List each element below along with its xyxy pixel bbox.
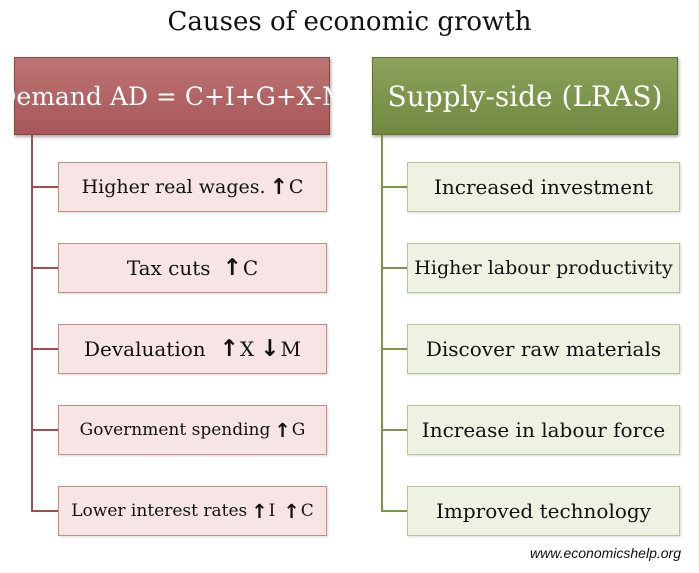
demand-connector-branch-3 (31, 348, 58, 350)
source-url: www.economicshelp.org (530, 545, 681, 561)
demand-connector-branch-5 (31, 510, 58, 512)
demand-item-government-spending: Government spending ↑ G (58, 405, 327, 455)
supply-heading: Supply-side (LRAS) (372, 57, 678, 135)
diagram-title: Causes of economic growth (167, 7, 532, 37)
supply-item-increase-in-labour-force: Increase in labour force (407, 405, 680, 455)
effect-code: C (242, 256, 259, 280)
supply-connector-trunk (381, 135, 383, 512)
effect-code: C (300, 501, 314, 521)
demand-item-higher-real-wages: Higher real wages. ↑ C (58, 162, 327, 212)
supply-connector-branch-5 (381, 510, 407, 512)
demand-item-tax-cuts: Tax cuts ↑ C (58, 243, 327, 293)
arrow-up-icon: ↑ (251, 499, 268, 523)
demand-item-label: Lower interest rates (71, 501, 248, 521)
supply-item-higher-labour-productivity: Higher labour productivity (407, 243, 680, 293)
demand-item-label: Higher real wages. (81, 176, 266, 198)
demand-item-label: Devaluation (84, 337, 206, 361)
arrow-up-icon: ↑ (283, 499, 300, 523)
arrow-up-icon: ↑ (222, 255, 242, 281)
demand-connector-branch-4 (31, 429, 58, 431)
demand-heading: Demand AD = C+I+G+X-M (0, 57, 348, 135)
demand-connector-branch-1 (31, 186, 58, 188)
demand-item-label: Tax cuts (126, 256, 211, 280)
demand-item-label: Government spending (79, 420, 271, 440)
demand-connector-trunk (31, 135, 33, 512)
arrow-up-icon: ↑ (274, 418, 291, 442)
effect-code: M (280, 337, 301, 361)
supply-item-discover-raw-materials: Discover raw materials (407, 324, 680, 374)
demand-item-lower-interest-rates: Lower interest rates ↑ I ↑ C (58, 486, 327, 536)
arrow-down-icon: ↓ (260, 336, 280, 362)
demand-item-devaluation: Devaluation ↑ X ↓ M (58, 324, 327, 374)
supply-connector-branch-2 (381, 267, 407, 269)
effect-code: I (268, 501, 276, 521)
supply-connector-branch-3 (381, 348, 407, 350)
supply-connector-branch-1 (381, 186, 407, 188)
effect-code: C (288, 176, 304, 198)
supply-connector-branch-4 (381, 429, 407, 431)
supply-item-increased-investment: Increased investment (407, 162, 680, 212)
arrow-up-icon: ↑ (219, 336, 239, 362)
demand-connector-branch-2 (31, 267, 58, 269)
effect-code: X (239, 337, 255, 361)
arrow-up-icon: ↑ (269, 174, 288, 200)
effect-code: G (291, 420, 306, 440)
supply-item-improved-technology: Improved technology (407, 486, 680, 536)
